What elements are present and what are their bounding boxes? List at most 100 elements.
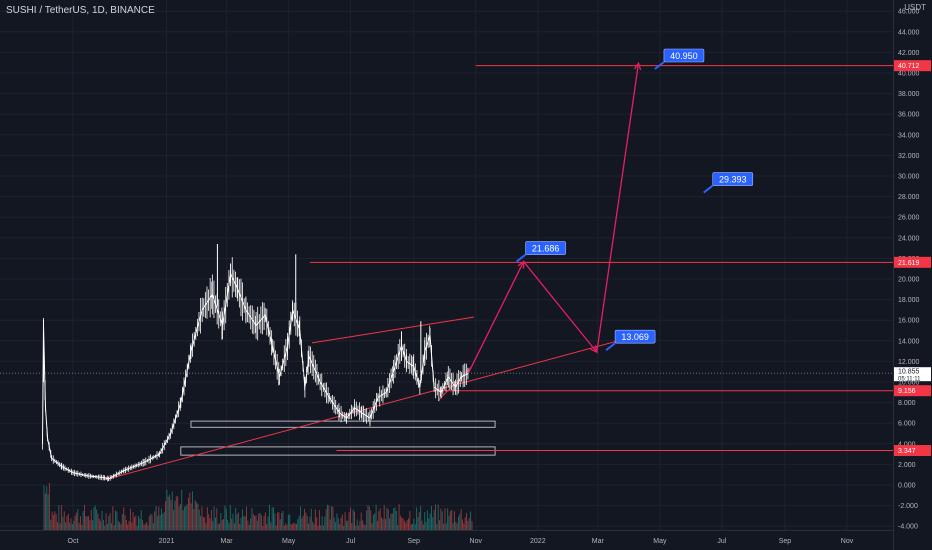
volume-bar bbox=[403, 520, 405, 530]
volume-bar bbox=[449, 511, 451, 530]
y-tick-label: 30.000 bbox=[898, 174, 920, 181]
volume-bar bbox=[345, 520, 347, 530]
volume-bar bbox=[75, 512, 77, 530]
volume-bar bbox=[160, 508, 162, 530]
volume-bar bbox=[393, 508, 395, 530]
price-callout-label: 21.686 bbox=[532, 244, 560, 254]
volume-bar bbox=[362, 520, 364, 530]
volume-bar bbox=[187, 497, 189, 530]
volume-bar bbox=[376, 520, 378, 530]
x-tick-label: Jul bbox=[717, 538, 726, 545]
volume-bar bbox=[227, 519, 229, 530]
volume-bar bbox=[217, 524, 219, 530]
volume-bar bbox=[316, 517, 318, 530]
price-callout-label: 13.069 bbox=[621, 332, 649, 342]
volume-bar bbox=[254, 515, 256, 530]
volume-bar bbox=[252, 514, 254, 530]
volume-bar bbox=[294, 523, 296, 530]
callout-pointer bbox=[654, 61, 665, 70]
volume-bar bbox=[206, 507, 208, 530]
volume-bar bbox=[105, 513, 107, 530]
x-tick-label: Mar bbox=[592, 538, 605, 545]
volume-bar bbox=[79, 516, 81, 530]
volume-bar bbox=[124, 515, 126, 530]
volume-bar bbox=[151, 514, 153, 530]
volume-bar bbox=[132, 512, 134, 530]
volume-bar bbox=[155, 506, 157, 530]
volume-bar bbox=[77, 509, 79, 530]
y-tick-label: 42.000 bbox=[898, 50, 920, 57]
volume-bar bbox=[405, 522, 407, 530]
volume-bar bbox=[375, 504, 377, 530]
volume-bar bbox=[85, 516, 87, 530]
volume-bar bbox=[89, 520, 91, 530]
volume-bar bbox=[471, 521, 473, 530]
volume-bar bbox=[402, 518, 404, 530]
volume-bar bbox=[331, 506, 333, 530]
volume-bar bbox=[144, 524, 146, 530]
volume-bar bbox=[268, 504, 270, 530]
price-callout-label: 40.950 bbox=[670, 51, 698, 61]
volume-bar bbox=[78, 523, 80, 530]
volume-bar bbox=[128, 520, 130, 530]
volume-bar bbox=[43, 485, 45, 530]
y-tick-label: 12.000 bbox=[898, 359, 920, 366]
volume-bar bbox=[370, 510, 372, 530]
volume-bar bbox=[251, 508, 253, 530]
volume-bar bbox=[324, 516, 326, 530]
y-tick-label: 14.000 bbox=[898, 338, 920, 345]
volume-bar bbox=[397, 525, 399, 530]
countdown-label: 05:11:11 bbox=[898, 377, 921, 383]
volume-bar bbox=[117, 520, 119, 530]
volume-bar bbox=[71, 524, 73, 530]
volume-bar bbox=[385, 519, 387, 530]
volume-bar bbox=[81, 524, 83, 530]
volume-bar bbox=[325, 509, 327, 530]
volume-bar bbox=[291, 524, 293, 530]
volume-bar bbox=[52, 515, 54, 530]
volume-bar bbox=[241, 509, 243, 530]
volume-bar bbox=[381, 517, 383, 530]
y-tick-label: 10.000 bbox=[898, 380, 920, 387]
volume-bar bbox=[439, 520, 441, 530]
volume-bar bbox=[166, 489, 168, 530]
volume-bar bbox=[274, 513, 276, 530]
volume-bar bbox=[119, 522, 121, 530]
volume-bar bbox=[399, 515, 401, 530]
volume-bar bbox=[386, 507, 388, 530]
volume-bar bbox=[281, 512, 283, 530]
volume-bar bbox=[239, 524, 241, 530]
volume-bar bbox=[220, 513, 222, 530]
volume-bar bbox=[352, 509, 354, 530]
volume-bar bbox=[183, 506, 185, 530]
volume-bar bbox=[169, 494, 171, 530]
volume-bar bbox=[371, 523, 373, 530]
symbol-title[interactable]: SUSHI / TetherUS, 1D, BINANCE bbox=[6, 5, 155, 16]
volume-bar bbox=[212, 520, 214, 530]
y-tick-label: 18.000 bbox=[898, 297, 920, 304]
volume-bar bbox=[293, 522, 295, 530]
volume-bar bbox=[88, 516, 90, 530]
projection-arrowhead bbox=[590, 345, 598, 354]
volume-bar bbox=[468, 518, 470, 530]
volume-bar bbox=[237, 512, 239, 530]
volume-bar bbox=[452, 523, 454, 530]
volume-bar bbox=[69, 522, 71, 530]
volume-bar bbox=[125, 519, 127, 530]
volume-bar bbox=[248, 524, 250, 530]
y-tick-label: 4.000 bbox=[898, 441, 916, 448]
volume-bar bbox=[382, 519, 384, 530]
volume-bar bbox=[147, 525, 149, 530]
volume-bar bbox=[467, 520, 469, 530]
volume-bar bbox=[457, 516, 459, 530]
volume-bar bbox=[255, 515, 257, 530]
level-axis-tag bbox=[894, 445, 931, 457]
x-tick-label: May bbox=[282, 538, 296, 545]
volume-bar bbox=[50, 519, 52, 530]
volume-bar bbox=[235, 507, 237, 530]
y-tick-label: -4.000 bbox=[898, 524, 918, 531]
volume-bar bbox=[133, 517, 135, 530]
volume-bar bbox=[459, 513, 461, 530]
